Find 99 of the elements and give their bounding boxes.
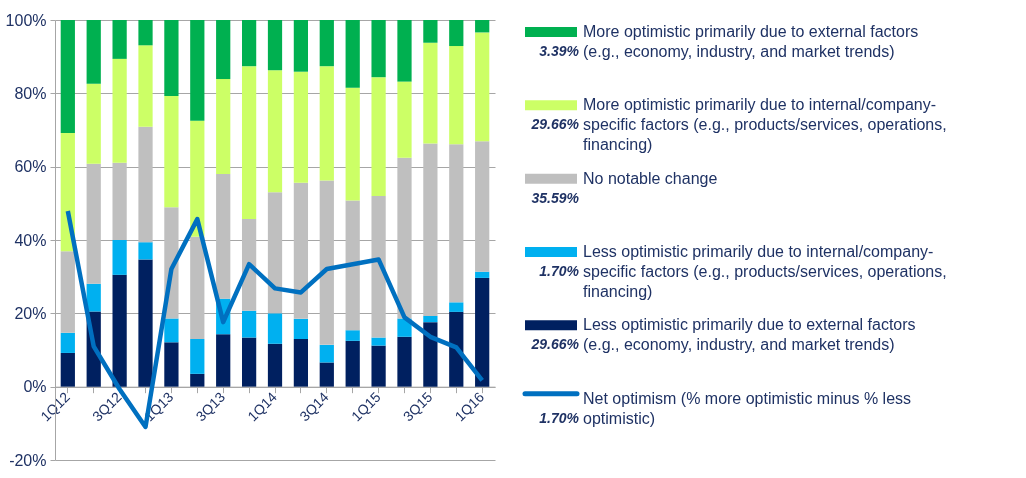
bar [345,330,360,341]
bar [293,318,309,339]
bar [112,274,127,387]
bar [112,240,127,275]
bar [397,157,412,319]
bar [164,318,179,343]
bar [423,143,438,316]
legend-label: Less optimistic primarily due to external factors (e.g., economy, industry, and market trends) [583,316,916,354]
bar [138,259,153,387]
bar [60,332,75,353]
bar [319,180,334,345]
bar [138,20,153,46]
bar [319,20,334,67]
bar [371,337,386,346]
bar [86,283,101,312]
bar [449,311,464,387]
text: 1.70% [539,409,580,426]
bar [475,277,490,387]
bar [216,334,231,387]
bar [86,20,101,84]
bar [371,196,386,338]
bar [216,174,231,299]
bar [397,20,412,82]
bar [112,58,127,163]
bar [293,182,309,319]
bar [449,46,464,145]
bar [371,77,386,196]
bar [112,20,127,59]
y-tick-label: 80% [14,84,47,102]
bar [241,66,257,220]
bar [293,71,309,183]
bar [371,345,386,387]
bar [371,20,386,78]
bar [112,162,127,240]
bar [319,344,334,363]
bar [267,343,283,387]
text: 29.66% [530,336,580,353]
bar [60,352,75,387]
bar [449,302,464,312]
bar [216,20,231,80]
bar [60,20,75,133]
bar [423,322,438,387]
y-tick-label: 100% [5,11,47,29]
bar [164,20,179,96]
bar [138,126,153,243]
bar [423,20,438,43]
bar [345,20,360,88]
bar [475,271,490,278]
bar [190,120,205,237]
legend-label: No notable change [583,169,718,187]
bar [190,20,205,121]
legend-label: More optimistic primarily due to internal/company-specific factors (e.g., products/services, operations, financing) [583,96,947,154]
bar [241,20,257,67]
bar [293,20,309,72]
bar [164,95,179,208]
legend-label: Net optimism (% more optimistic minus % less optimistic) [583,389,912,427]
bar [267,313,283,344]
text: 35.59% [531,189,580,206]
legend-label: Less optimistic primarily due to internal/company-specific factors (e.g., products/services, operations, financing) [583,243,947,300]
bar [423,315,438,323]
bar [345,87,360,201]
y-tick-label: 20% [14,304,47,322]
bar [190,339,205,374]
bar [449,144,464,303]
bar [293,339,309,387]
bar [164,342,179,387]
bar [267,192,283,314]
bar [190,373,205,387]
text: 3.39% [539,43,580,59]
bar [423,42,438,144]
bar [475,141,490,272]
bar [475,20,490,33]
bar [241,310,257,338]
bar [267,20,283,71]
bar [345,200,360,331]
y-tick-label: 60% [14,158,47,176]
bar [319,362,334,387]
y-tick-label: 0% [23,378,47,396]
bar [60,251,75,333]
bar [216,79,231,174]
bar [319,66,334,181]
bar [241,219,257,311]
bar [345,340,360,387]
bar [241,337,257,387]
text: 1.70% [539,263,580,279]
bar [86,163,101,284]
bar [397,336,412,387]
bar [449,20,464,47]
bar [138,45,153,127]
bar [86,83,101,164]
legend-label: More optimistic primarily due to external factors (e.g., economy, industry, and market trends) [583,23,919,60]
bar [138,242,153,260]
bar [267,70,283,193]
bar [397,81,412,158]
text: 29.66% [530,116,580,133]
bar [190,236,205,339]
y-tick-label: -20% [9,451,47,469]
y-tick-label: 40% [14,231,47,249]
bar [475,32,490,142]
